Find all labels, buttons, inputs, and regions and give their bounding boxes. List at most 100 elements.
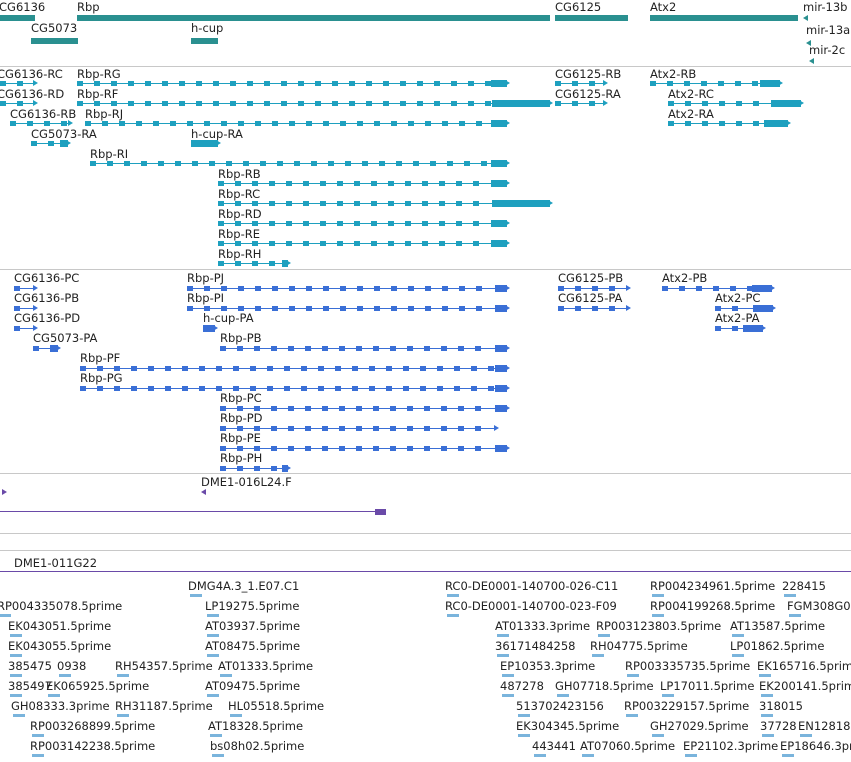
est-track-feature-label[interactable]: RC0-DE0001-140700-026-C11 bbox=[445, 579, 619, 593]
cds-track-feature-label[interactable]: Rbp-PB bbox=[220, 331, 262, 345]
est-track-feature-label[interactable]: 487278 bbox=[500, 679, 544, 693]
est-track-feature-label[interactable]: RC0-DE0001-140700-023-F09 bbox=[445, 599, 617, 613]
transcript-track-feature-label[interactable]: Rbp-RC bbox=[218, 187, 261, 201]
est-track-feature-label[interactable]: 385475 bbox=[8, 659, 52, 673]
est-track-feature-label[interactable]: EK200141.5prime bbox=[759, 679, 851, 693]
est-track-feature-label[interactable]: RP003229157.5prime bbox=[624, 699, 750, 713]
clone-track-1-feature-label[interactable]: DME1-016L24.F bbox=[201, 475, 292, 489]
est-track-feature-label[interactable]: EP21102.3prime bbox=[683, 739, 779, 753]
cds-track-feature-label[interactable]: CG6125-PA bbox=[558, 291, 623, 305]
est-track-feature-label[interactable]: AT08475.5prime bbox=[205, 639, 301, 653]
est-track-feature-label[interactable]: 228415 bbox=[782, 579, 826, 593]
est-track-feature-label[interactable]: 385497 bbox=[8, 679, 52, 693]
cds-track-feature-label[interactable]: Atx2-PC bbox=[715, 291, 761, 305]
cds-track-feature-label[interactable]: CG6136-PC bbox=[14, 271, 80, 285]
gene-track-feature-label[interactable]: mir-13a bbox=[806, 23, 851, 37]
est-track-feature-label[interactable]: 513702423156 bbox=[516, 699, 604, 713]
est-track-feature-label[interactable]: GH08333.3prime bbox=[11, 699, 110, 713]
est-track-feature-label[interactable]: 443441 bbox=[532, 739, 576, 753]
transcript-track-feature-label[interactable]: Atx2-RA bbox=[668, 107, 714, 121]
transcript-track-feature-label[interactable]: Atx2-RB bbox=[650, 67, 697, 81]
est-track-feature-label[interactable]: RH31187.5prime bbox=[115, 699, 213, 713]
est-track-feature-label[interactable]: GH07718.5prime bbox=[555, 679, 654, 693]
est-track-feature-label[interactable]: EP10353.3prime bbox=[500, 659, 596, 673]
est-track-feature-label[interactable]: RP003123803.5prime bbox=[596, 619, 722, 633]
est-track-feature-label[interactable]: AT07060.5prime bbox=[580, 739, 676, 753]
transcript-track-feature-label[interactable]: Rbp-RJ bbox=[85, 107, 124, 121]
est-track-feature-label[interactable]: AT01333.5prime bbox=[218, 659, 314, 673]
transcript-track-feature-label[interactable]: Rbp-RI bbox=[90, 147, 129, 161]
cds-track-feature-label[interactable]: h-cup-PA bbox=[203, 311, 254, 325]
est-track-feature-label[interactable]: RP003335735.5prime bbox=[625, 659, 751, 673]
transcript-track-feature-label[interactable]: CG6125-RA bbox=[555, 87, 621, 101]
est-track-feature-label[interactable]: AT13587.5prime bbox=[730, 619, 826, 633]
est-track-feature-label[interactable]: RP004335078.5prime bbox=[0, 599, 123, 613]
est-track-feature-label[interactable]: LP19275.5prime bbox=[205, 599, 300, 613]
est-track-feature-label[interactable]: RH04775.5prime bbox=[590, 639, 688, 653]
cds-track-feature-label[interactable]: Rbp-PC bbox=[220, 391, 262, 405]
est-track-feature-label[interactable]: RP003142238.5prime bbox=[30, 739, 156, 753]
transcript-track-feature-label[interactable]: h-cup-RA bbox=[191, 127, 243, 141]
gene-track-feature-label[interactable]: Atx2 bbox=[650, 0, 677, 14]
cds-track-feature-label[interactable]: CG5073-PA bbox=[33, 331, 98, 345]
est-track-feature-label[interactable]: AT18328.5prime bbox=[208, 719, 304, 733]
est-track-feature-label[interactable]: RH54357.5prime bbox=[115, 659, 213, 673]
cds-track-feature-label[interactable]: CG6136-PB bbox=[14, 291, 80, 305]
gene-track-feature-label[interactable]: CG5073 bbox=[31, 21, 78, 35]
gene-track-feature-label[interactable]: CG6136 bbox=[0, 0, 46, 14]
est-track-feature-label[interactable]: 0938 bbox=[57, 659, 87, 673]
est-track-feature-label[interactable]: 36171484258 bbox=[495, 639, 576, 653]
est-track-feature-label[interactable]: RP003268899.5prime bbox=[30, 719, 156, 733]
clone-track-2-feature-label[interactable]: DME1-011G22 bbox=[14, 556, 98, 570]
est-track-feature-label[interactable]: RP004199268.5prime bbox=[650, 599, 776, 613]
est-track-feature-label[interactable]: 318015 bbox=[759, 699, 803, 713]
transcript-track-feature-label[interactable]: Rbp-RH bbox=[218, 247, 262, 261]
gene-track-feature-label[interactable]: h-cup bbox=[191, 21, 224, 35]
transcript-track-feature-label[interactable]: Rbp-RF bbox=[77, 87, 119, 101]
est-track-feature-label[interactable]: LP01862.5prime bbox=[730, 639, 825, 653]
cds-track-feature-label[interactable]: Rbp-PF bbox=[80, 351, 121, 365]
transcript-track-feature-label[interactable]: Atx2-RC bbox=[668, 87, 714, 101]
cds-track-feature-label[interactable]: CG6136-PD bbox=[14, 311, 81, 325]
gene-track-feature-label[interactable]: mir-2c bbox=[809, 43, 846, 57]
gene-track-feature-label[interactable]: mir-13b bbox=[803, 0, 848, 14]
est-track-feature-label[interactable]: EK043055.5prime bbox=[8, 639, 112, 653]
est-track-feature-label[interactable]: EP18646.3prime bbox=[780, 739, 851, 753]
transcript-track-feature-label[interactable]: Rbp-RB bbox=[218, 167, 261, 181]
est-track-feature-label[interactable]: EK165716.5prime bbox=[757, 659, 851, 673]
est-track-feature-label[interactable]: EN12818 bbox=[798, 719, 851, 733]
est-track-feature-label[interactable]: RP004234961.5prime bbox=[650, 579, 776, 593]
est-track-feature-label[interactable]: AT09475.5prime bbox=[205, 679, 301, 693]
est-track-feature-label[interactable]: HL05518.5prime bbox=[228, 699, 325, 713]
transcript-track-feature-label[interactable]: CG6136-RC bbox=[0, 67, 63, 81]
est-track-feature-label[interactable]: EK065925.5prime bbox=[46, 679, 150, 693]
cds-track-feature-label[interactable]: CG6125-PB bbox=[558, 271, 624, 285]
transcript-track-feature-label[interactable]: Rbp-RG bbox=[77, 67, 121, 81]
gene-track-feature-label[interactable]: CG6125 bbox=[555, 0, 602, 14]
transcript-track-feature-label[interactable]: CG6125-RB bbox=[555, 67, 622, 81]
transcript-track-feature-label[interactable]: Rbp-RD bbox=[218, 207, 262, 221]
cds-track-feature-label[interactable]: Rbp-PH bbox=[220, 451, 263, 465]
est-track-feature-label[interactable]: FGM308G0 bbox=[787, 599, 851, 613]
transcript-track-feature-label[interactable]: Rbp-RE bbox=[218, 227, 260, 241]
est-track-feature-label[interactable]: GH27029.5prime bbox=[650, 719, 749, 733]
est-track-feature-label[interactable]: AT03937.5prime bbox=[205, 619, 301, 633]
est-track-feature-label[interactable]: AT01333.3prime bbox=[495, 619, 591, 633]
transcript-track-feature-label[interactable]: CG5073-RA bbox=[31, 127, 97, 141]
est-track-feature-label[interactable]: LP17011.5prime bbox=[660, 679, 755, 693]
transcript-track-feature-label[interactable]: CG6136-RD bbox=[0, 87, 65, 101]
cds-track-feature-label[interactable]: Atx2-PA bbox=[715, 311, 760, 325]
cds-track-feature-label[interactable]: Rbp-PE bbox=[220, 431, 261, 445]
cds-track-feature-label[interactable]: Atx2-PB bbox=[662, 271, 708, 285]
est-track-feature-label[interactable]: bs08h02.5prime bbox=[210, 739, 305, 753]
cds-track-feature-label[interactable]: Rbp-PJ bbox=[187, 271, 225, 285]
est-track-feature-label[interactable]: EK304345.5prime bbox=[516, 719, 620, 733]
est-track-feature-label[interactable]: EK043051.5prime bbox=[8, 619, 112, 633]
gene-track-feature-label[interactable]: Rbp bbox=[77, 0, 100, 14]
cds-track-feature-label[interactable]: Rbp-PD bbox=[220, 411, 263, 425]
cds-track-feature-label[interactable]: Rbp-PG bbox=[80, 371, 123, 385]
cds-track-feature-label[interactable]: Rbp-PI bbox=[187, 291, 225, 305]
est-track-feature-label[interactable]: 37728 bbox=[760, 719, 797, 733]
transcript-track-feature-label[interactable]: CG6136-RB bbox=[10, 107, 77, 121]
